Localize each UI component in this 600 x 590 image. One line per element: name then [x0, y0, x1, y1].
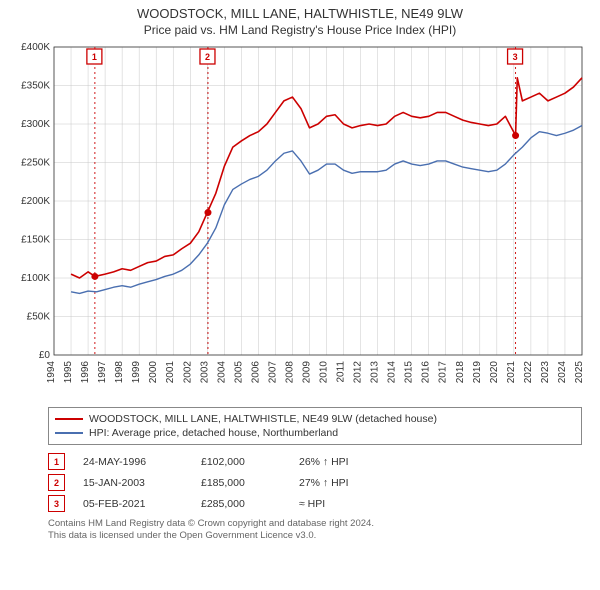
- event-price: £185,000: [201, 477, 281, 489]
- legend-label: WOODSTOCK, MILL LANE, HALTWHISTLE, NE49 …: [89, 413, 437, 425]
- event-price: £285,000: [201, 498, 281, 510]
- page-title: WOODSTOCK, MILL LANE, HALTWHISTLE, NE49 …: [8, 6, 592, 21]
- svg-text:2024: 2024: [557, 361, 568, 384]
- svg-text:2011: 2011: [336, 361, 347, 383]
- svg-text:2015: 2015: [404, 361, 415, 384]
- footer: Contains HM Land Registry data © Crown c…: [48, 518, 582, 543]
- event-row: 2 15-JAN-2003 £185,000 27% ↑ HPI: [48, 472, 582, 493]
- svg-text:2016: 2016: [421, 361, 432, 384]
- svg-text:£200K: £200K: [21, 196, 50, 207]
- footer-line-2: This data is licensed under the Open Gov…: [48, 530, 582, 542]
- svg-text:2021: 2021: [506, 361, 517, 384]
- svg-text:£350K: £350K: [21, 81, 50, 92]
- event-pct: 27% ↑ HPI: [299, 477, 349, 489]
- event-badge: 3: [48, 495, 65, 512]
- svg-text:2022: 2022: [523, 361, 534, 384]
- legend-row: WOODSTOCK, MILL LANE, HALTWHISTLE, NE49 …: [55, 412, 575, 426]
- svg-text:2003: 2003: [199, 361, 210, 384]
- svg-text:1995: 1995: [63, 361, 74, 384]
- svg-text:1994: 1994: [46, 361, 57, 384]
- line-chart-svg: £0 £50K £100K £150K £200K £250K £300K £350K £400…: [10, 41, 590, 401]
- svg-text:1999: 1999: [131, 361, 142, 384]
- chart-container: WOODSTOCK, MILL LANE, HALTWHISTLE, NE49 …: [0, 0, 600, 590]
- svg-text:2009: 2009: [301, 361, 312, 384]
- event-date: 15-JAN-2003: [83, 477, 183, 489]
- chart: £0 £50K £100K £150K £200K £250K £300K £350K £400…: [10, 41, 590, 401]
- svg-text:2000: 2000: [148, 361, 159, 384]
- event-row: 1 24-MAY-1996 £102,000 26% ↑ HPI: [48, 451, 582, 472]
- svg-text:2019: 2019: [472, 361, 483, 384]
- svg-text:£150K: £150K: [21, 235, 50, 246]
- svg-text:2010: 2010: [319, 361, 330, 384]
- legend-row: HPI: Average price, detached house, Nort…: [55, 426, 575, 440]
- events-table: 1 24-MAY-1996 £102,000 26% ↑ HPI 2 15-JAN-200…: [48, 451, 582, 514]
- svg-text:2020: 2020: [489, 361, 500, 384]
- svg-text:2014: 2014: [387, 361, 398, 384]
- svg-text:£100K: £100K: [21, 273, 50, 284]
- svg-text:2017: 2017: [438, 361, 449, 384]
- svg-text:2023: 2023: [540, 361, 551, 384]
- svg-text:2025: 2025: [574, 361, 585, 384]
- svg-text:1997: 1997: [97, 361, 108, 384]
- event-pct: ≈ HPI: [299, 498, 325, 510]
- svg-text:£50K: £50K: [27, 312, 51, 323]
- event-badge: 1: [48, 453, 65, 470]
- svg-text:2006: 2006: [250, 361, 261, 384]
- svg-text:2004: 2004: [216, 361, 227, 384]
- page-subtitle: Price paid vs. HM Land Registry's House …: [8, 23, 592, 37]
- svg-text:£0: £0: [39, 350, 51, 361]
- svg-text:£300K: £300K: [21, 119, 50, 130]
- event-pct: 26% ↑ HPI: [299, 456, 349, 468]
- event-price: £102,000: [201, 456, 281, 468]
- svg-text:£250K: £250K: [21, 158, 50, 169]
- legend: WOODSTOCK, MILL LANE, HALTWHISTLE, NE49 …: [48, 407, 582, 445]
- svg-text:2: 2: [205, 52, 210, 62]
- footer-line-1: Contains HM Land Registry data © Crown c…: [48, 518, 582, 530]
- legend-label: HPI: Average price, detached house, Nort…: [89, 427, 338, 439]
- event-date: 05-FEB-2021: [83, 498, 183, 510]
- event-date: 24-MAY-1996: [83, 456, 183, 468]
- legend-swatch: [55, 432, 83, 434]
- svg-text:2007: 2007: [267, 361, 278, 384]
- svg-text:2001: 2001: [165, 361, 176, 384]
- svg-text:1: 1: [92, 52, 97, 62]
- svg-text:2013: 2013: [370, 361, 381, 384]
- legend-swatch: [55, 418, 83, 420]
- svg-text:2012: 2012: [353, 361, 364, 384]
- svg-text:2018: 2018: [455, 361, 466, 384]
- svg-text:3: 3: [513, 52, 518, 62]
- event-badge: 2: [48, 474, 65, 491]
- svg-text:2002: 2002: [182, 361, 193, 384]
- svg-text:1996: 1996: [80, 361, 91, 384]
- svg-text:£400K: £400K: [21, 42, 50, 53]
- svg-text:1998: 1998: [114, 361, 125, 384]
- svg-text:2008: 2008: [284, 361, 295, 384]
- svg-text:2005: 2005: [233, 361, 244, 384]
- event-row: 3 05-FEB-2021 £285,000 ≈ HPI: [48, 493, 582, 514]
